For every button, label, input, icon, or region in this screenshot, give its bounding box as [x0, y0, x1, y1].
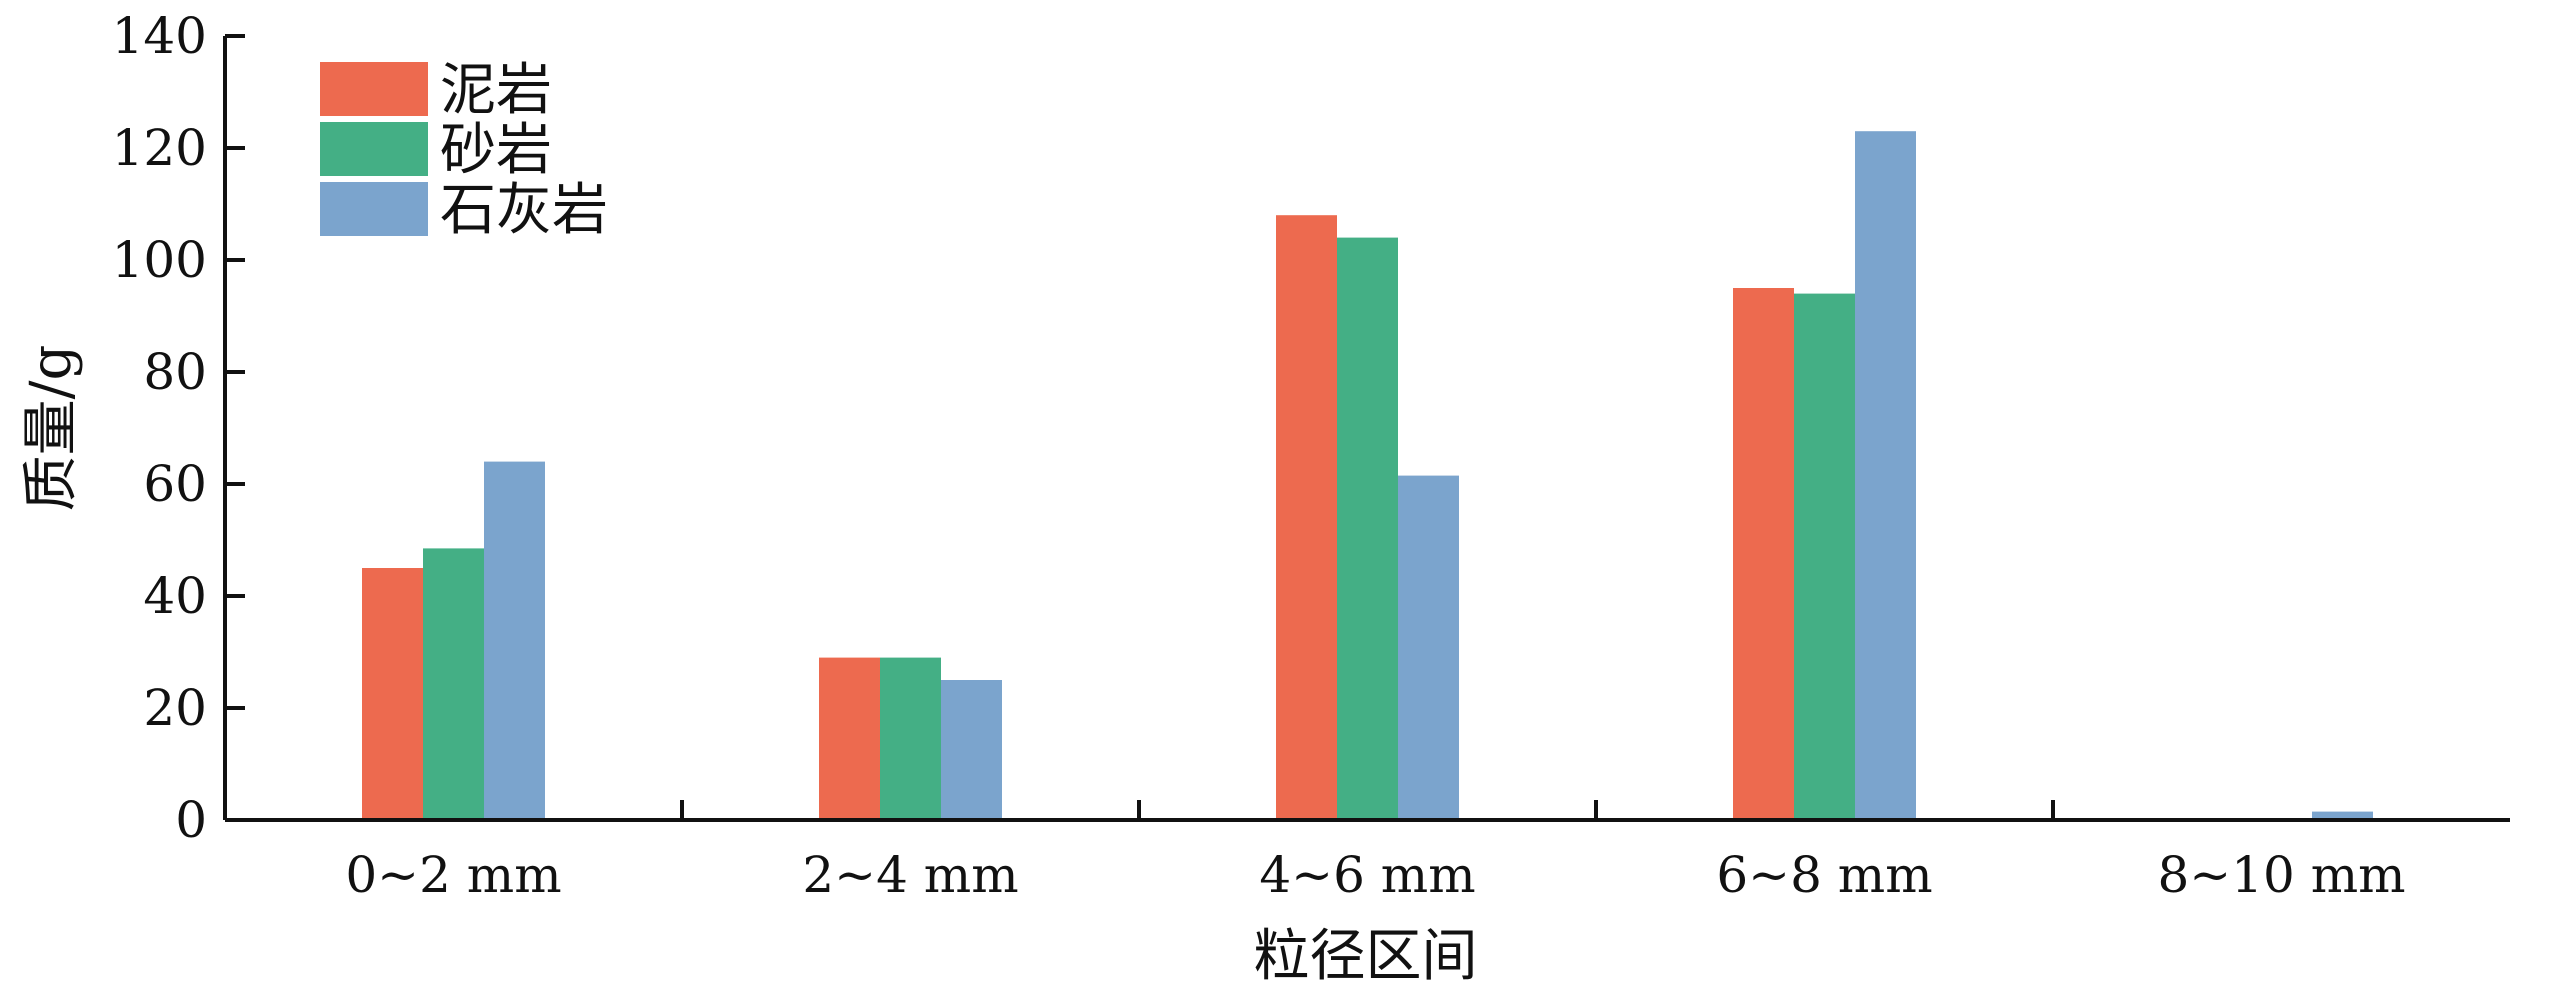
bar — [1276, 215, 1337, 820]
y-tick-label: 60 — [143, 455, 207, 513]
y-axis-title: 质量/g — [19, 345, 84, 512]
y-tick-label: 80 — [143, 343, 207, 401]
bar — [941, 680, 1002, 820]
y-tick-label: 20 — [143, 679, 207, 737]
bar — [1398, 475, 1459, 820]
bar — [1855, 131, 1916, 820]
bar — [1794, 293, 1855, 821]
legend-label: 石灰岩 — [440, 178, 608, 243]
legend-label: 泥岩 — [440, 58, 552, 123]
bars — [362, 131, 2373, 821]
y-tick-label: 40 — [143, 567, 207, 625]
x-tick-label: 8~10 mm — [2157, 846, 2405, 904]
x-tick-label: 2~4 mm — [802, 846, 1018, 904]
legend-swatch — [320, 122, 428, 176]
x-axis-title: 粒径区间 — [1254, 924, 1478, 989]
y-tick-label: 140 — [112, 7, 207, 65]
x-tick-label: 6~8 mm — [1716, 846, 1932, 904]
y-tick-label: 0 — [175, 791, 207, 849]
legend-swatch — [320, 182, 428, 236]
bar — [819, 657, 880, 820]
legend-label: 砂岩 — [440, 118, 552, 183]
y-tick-label: 120 — [112, 119, 207, 177]
bar — [484, 461, 545, 820]
x-axis-ticks: 0~2 mm 2~4 mm 4~6 mm 6~8 mm 8~10 mm — [345, 800, 2406, 904]
bar — [423, 548, 484, 820]
bar — [880, 657, 941, 820]
x-tick-label: 4~6 mm — [1259, 846, 1475, 904]
bar — [1337, 237, 1398, 821]
bar — [362, 568, 423, 820]
bar — [1733, 288, 1794, 820]
y-tick-label: 100 — [112, 231, 207, 289]
x-tick-label: 0~2 mm — [345, 846, 561, 904]
y-axis-ticks: 0 20 40 60 80 100 120 140 — [112, 7, 245, 849]
legend-swatch — [320, 62, 428, 116]
bar — [2312, 811, 2373, 820]
